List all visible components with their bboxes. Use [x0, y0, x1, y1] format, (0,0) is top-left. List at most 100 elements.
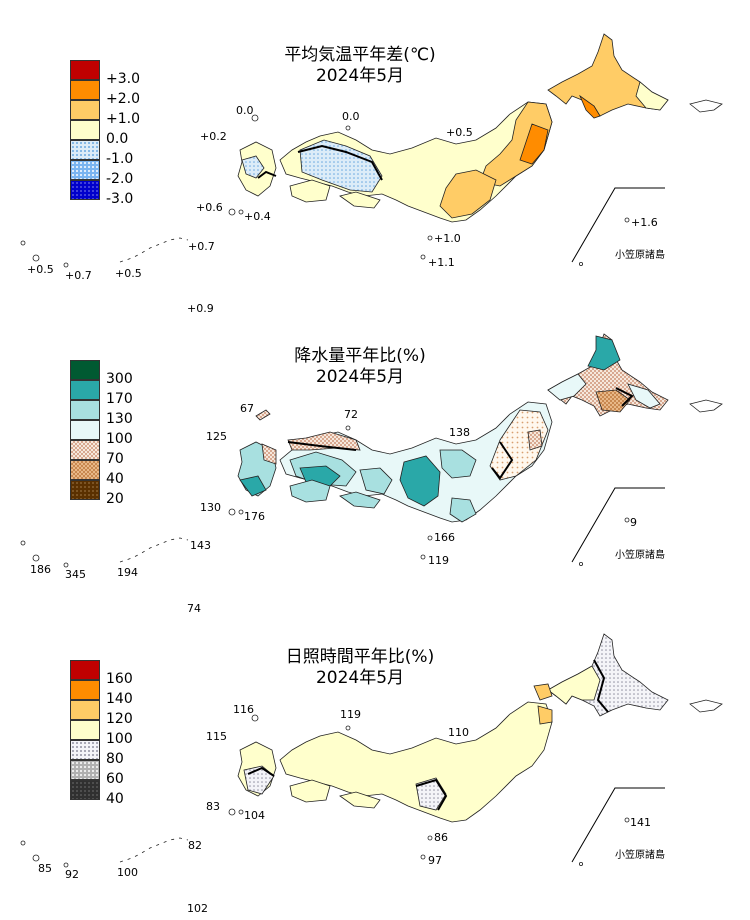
- legend-swatch: [70, 480, 100, 500]
- legend-label: 140: [106, 691, 133, 707]
- value-label: 345: [65, 568, 86, 581]
- shikoku: [289, 179, 331, 203]
- shikoku: [289, 479, 331, 503]
- sunshine-period: 2024年5月: [315, 668, 405, 688]
- legend-swatch: [70, 100, 100, 120]
- temperature-panel: 平均気温平年差(℃) 2024年5月 +3.0 +2.0 +1.0 0.0 -1…: [0, 0, 750, 315]
- legend-swatch: [70, 160, 100, 180]
- sunshine-title: 日照時間平年比(%) 2024年5月: [200, 647, 520, 689]
- legend-swatch: [70, 740, 100, 760]
- legend-swatch: [70, 700, 100, 720]
- legend-label: 160: [106, 671, 133, 687]
- value-label: +1.6: [631, 216, 658, 229]
- ogasawara-label: 小笠原諸島: [615, 850, 665, 861]
- value-label: 119: [428, 554, 449, 567]
- legend-label: 170: [106, 391, 133, 407]
- legend-label: 80: [106, 751, 124, 767]
- value-label: 0.0: [342, 110, 360, 123]
- value-label: 186: [30, 563, 51, 576]
- precipitation-title-text: 降水量平年比(%): [294, 346, 426, 366]
- ogasawara-label: 小笠原諸島: [615, 250, 665, 261]
- legend-label: 40: [106, 791, 124, 807]
- honshu: [279, 701, 553, 823]
- value-label: 115: [206, 730, 227, 743]
- legend-swatch: [70, 460, 100, 480]
- value-label: +1.1: [428, 256, 455, 269]
- value-label: +0.6: [196, 201, 223, 214]
- value-label: +0.4: [244, 210, 271, 223]
- legend-label: 0.0: [106, 131, 129, 147]
- value-label: 86: [434, 831, 448, 844]
- value-label: +0.5: [115, 267, 142, 280]
- value-label: +0.9: [187, 302, 214, 315]
- value-label: +0.2: [200, 130, 227, 143]
- shikoku: [289, 779, 331, 803]
- value-label: 143: [190, 539, 211, 552]
- value-label: 67: [240, 402, 254, 415]
- value-label: 116: [233, 703, 254, 716]
- value-label: +0.5: [446, 126, 473, 139]
- value-label: 83: [206, 800, 220, 813]
- sunshine-map: [20, 633, 723, 868]
- value-label: 74: [187, 602, 201, 615]
- value-label: 110: [448, 726, 469, 739]
- sunshine-panel: 日照時間平年比(%) 2024年5月 160 140 120 100 80 60…: [0, 600, 750, 915]
- value-label: +1.0: [434, 232, 461, 245]
- legend-label: +2.0: [106, 91, 140, 107]
- value-label: 130: [200, 501, 221, 514]
- legend-swatch: [70, 360, 100, 380]
- sunshine-title-text: 日照時間平年比(%): [285, 647, 435, 667]
- value-label: 0.0: [236, 104, 254, 117]
- value-label: +0.5: [27, 263, 54, 276]
- legend-label: 100: [106, 431, 133, 447]
- legend-label: -3.0: [106, 191, 134, 207]
- legend-swatch: [70, 120, 100, 140]
- value-label: 92: [65, 868, 79, 881]
- value-label: 194: [117, 566, 138, 579]
- temperature-period: 2024年5月: [315, 66, 405, 86]
- value-label: 141: [630, 816, 651, 829]
- value-label: 166: [434, 531, 455, 544]
- precipitation-panel: 降水量平年比(%) 2024年5月 300 170 130 100 70 40 …: [0, 300, 750, 615]
- legend-label: 130: [106, 411, 133, 427]
- precipitation-title: 降水量平年比(%) 2024年5月: [200, 346, 520, 388]
- value-label: 9: [630, 516, 637, 529]
- legend-label: 300: [106, 371, 133, 387]
- legend-label: 100: [106, 731, 133, 747]
- legend-swatch: [70, 760, 100, 780]
- legend-swatch: [70, 60, 100, 80]
- value-label: 125: [206, 430, 227, 443]
- precipitation-period: 2024年5月: [315, 367, 405, 387]
- temperature-map: [20, 33, 723, 268]
- legend-swatch: [70, 180, 100, 200]
- value-label: 104: [244, 809, 265, 822]
- value-label: +0.7: [65, 269, 92, 282]
- value-label: 119: [340, 708, 361, 721]
- precipitation-map: [20, 333, 723, 568]
- ogasawara-label: 小笠原諸島: [615, 550, 665, 561]
- value-label: 100: [117, 866, 138, 879]
- value-label: 82: [188, 839, 202, 852]
- temperature-title-text: 平均気温平年差(℃): [284, 45, 436, 65]
- legend-label: -1.0: [106, 151, 134, 167]
- legend-swatch: [70, 140, 100, 160]
- value-label: 85: [38, 862, 52, 875]
- legend-swatch: [70, 80, 100, 100]
- legend-label: 120: [106, 711, 133, 727]
- legend-swatch: [70, 720, 100, 740]
- legend-swatch: [70, 380, 100, 400]
- legend-label: 70: [106, 451, 124, 467]
- value-label: 72: [344, 408, 358, 421]
- legend-label: +1.0: [106, 111, 140, 127]
- legend-swatch: [70, 660, 100, 680]
- legend-swatch: [70, 400, 100, 420]
- legend-label: +3.0: [106, 71, 140, 87]
- legend-label: 40: [106, 471, 124, 487]
- legend-label: 60: [106, 771, 124, 787]
- value-label: 176: [244, 510, 265, 523]
- value-label: 138: [449, 426, 470, 439]
- legend-label: 20: [106, 491, 124, 507]
- temperature-title: 平均気温平年差(℃) 2024年5月: [200, 45, 520, 87]
- value-label: +0.7: [188, 240, 215, 253]
- legend-swatch: [70, 780, 100, 800]
